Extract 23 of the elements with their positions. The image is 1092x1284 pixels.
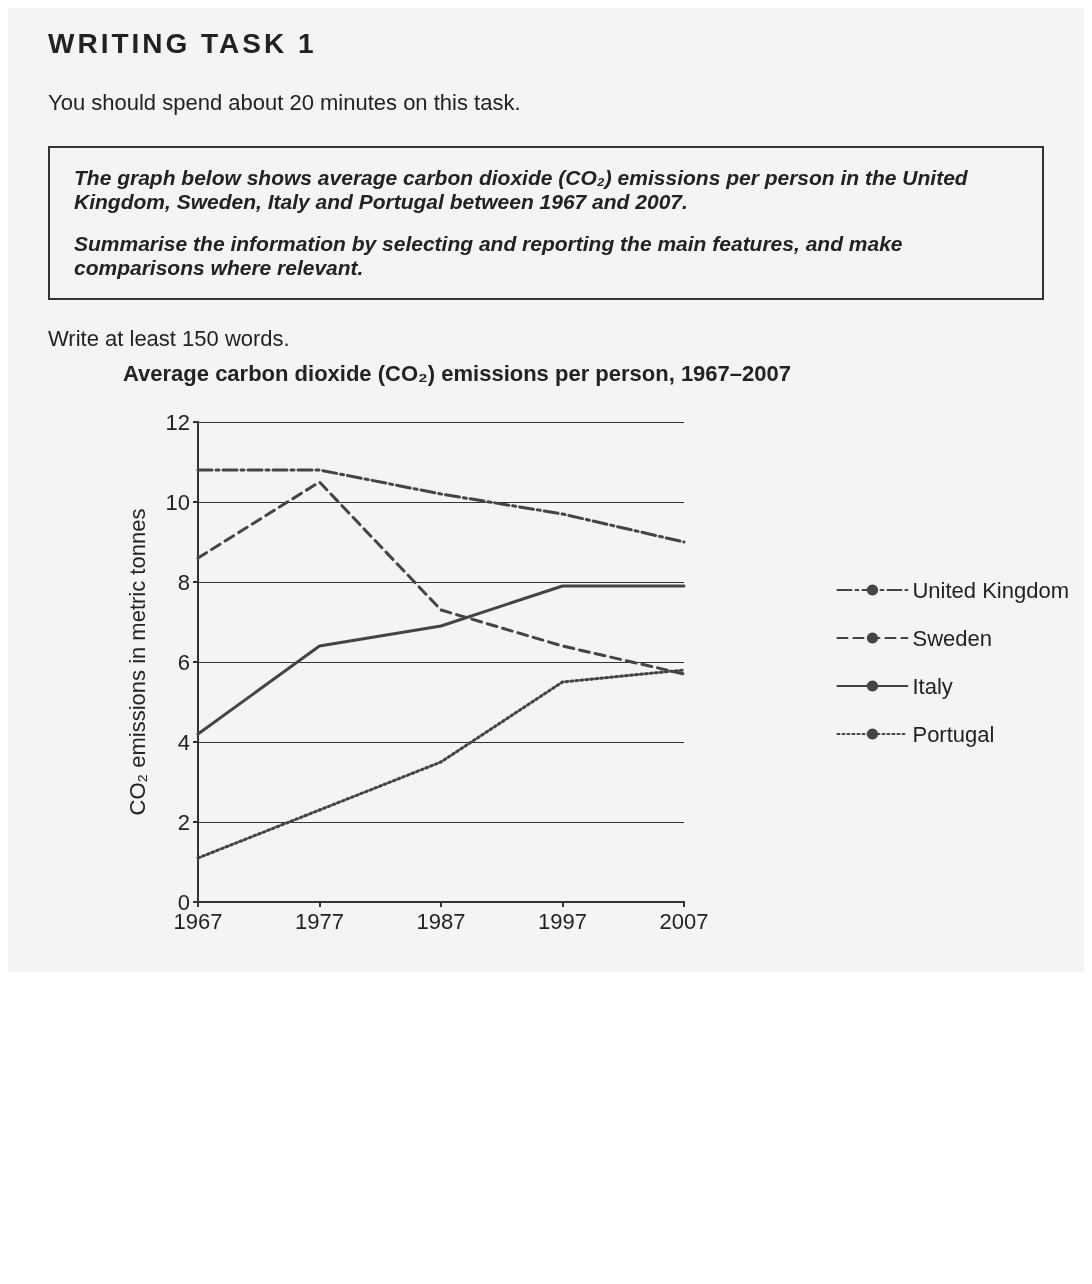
legend-label: Portugal [912,721,995,747]
y-tick-label: 0 [177,889,190,915]
y-tick-label: 10 [165,489,190,515]
text: Write at least 150 words. [48,326,291,352]
x-tick-label: 1987 [416,908,466,934]
legend-label: Italy [912,673,953,699]
y-tick-label: 8 [177,569,190,595]
y-tick-label: 6 [177,649,190,675]
legend-label: Sweden [912,625,992,651]
x-tick-label: 2007 [659,908,709,934]
text: The graph below shows average carbon dioxide (CO₂) emissions per person in the United Kingdom, Sweden, Italy and Portugal between 1967 and 2007. [74,166,969,214]
x-tick-label: 1997 [538,908,587,934]
y-axis-title: CO₂ emissions in metric tonnes [124,508,150,816]
legend-label: United Kingdom [912,577,1070,603]
x-tick-label: 1977 [295,908,344,934]
text: You should spend about 20 minutes on this task. [48,90,522,116]
text: Summarise the information by selecting and reporting the main features, and make comparisons where relevant. [74,232,904,280]
y-tick-label: 4 [177,729,190,755]
text: WRITING TASK 1 [48,28,318,60]
line-series [196,468,686,544]
y-tick-label: 2 [177,809,190,835]
chart-title: Average carbon dioxide (CO₂) emissions per person, 1967–2007 [123,360,792,386]
y-tick-label: 12 [165,409,190,435]
